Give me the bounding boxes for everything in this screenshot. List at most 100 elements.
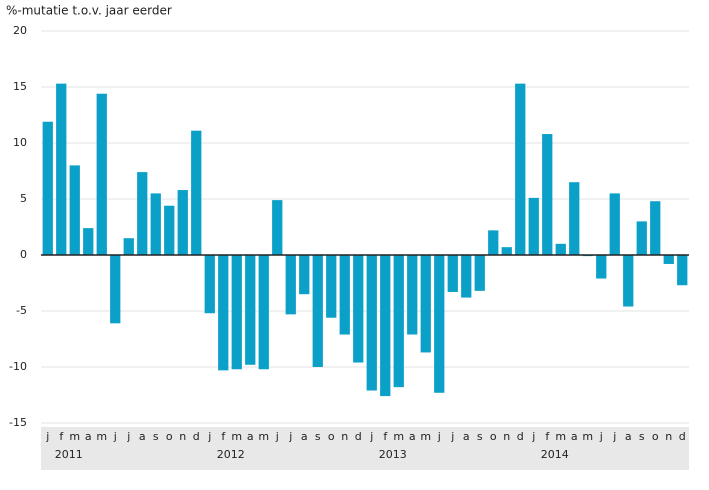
x-tick-label: a — [301, 430, 308, 443]
bar — [488, 230, 499, 255]
x-tick-label: d — [517, 430, 524, 443]
bar — [299, 255, 310, 295]
x-tick-label: a — [625, 430, 632, 443]
x-tick-label: j — [45, 430, 49, 443]
bar — [83, 228, 94, 255]
bar — [542, 134, 553, 255]
x-tick-label: j — [599, 430, 603, 443]
bar — [150, 193, 161, 255]
bar — [461, 255, 472, 298]
x-tick-label: m — [258, 430, 269, 443]
x-tick-label: j — [288, 430, 292, 443]
bar — [366, 255, 377, 391]
year-label: 2014 — [541, 448, 569, 461]
x-tick-label: o — [490, 430, 497, 443]
bar — [177, 190, 188, 255]
bar — [474, 255, 485, 291]
x-tick-label: n — [665, 430, 672, 443]
y-tick-label: 15 — [13, 80, 27, 93]
bar — [164, 205, 175, 255]
x-tick-label: f — [383, 430, 388, 443]
bar — [569, 182, 580, 255]
x-tick-label: s — [477, 430, 483, 443]
x-tick-label: j — [113, 430, 117, 443]
x-tick-label: m — [96, 430, 107, 443]
bar — [555, 243, 566, 255]
bar — [636, 221, 647, 255]
bar — [137, 172, 148, 255]
x-tick-label: d — [193, 430, 200, 443]
x-tick-label: a — [463, 430, 470, 443]
bar — [650, 201, 661, 255]
x-tick-label: j — [450, 430, 454, 443]
y-tick-label: -15 — [9, 416, 27, 429]
bar — [339, 255, 350, 335]
x-tick-label: a — [139, 430, 146, 443]
y-axis-label: %-mutatie t.o.v. jaar eerder — [6, 4, 172, 18]
bar — [663, 255, 674, 264]
bar — [258, 255, 269, 370]
x-tick-label: m — [231, 430, 242, 443]
x-tick-label: m — [393, 430, 404, 443]
x-tick-label: j — [275, 430, 279, 443]
bar — [272, 200, 283, 255]
x-tick-label: d — [679, 430, 686, 443]
bar — [191, 130, 202, 255]
x-tick-label: f — [221, 430, 226, 443]
x-tick-label: j — [369, 430, 373, 443]
bar — [123, 238, 134, 255]
year-label: 2013 — [379, 448, 407, 461]
x-tick-label: s — [153, 430, 159, 443]
bar — [596, 255, 607, 279]
x-tick-label: o — [166, 430, 173, 443]
x-tick-label: s — [639, 430, 645, 443]
y-tick-label: 0 — [20, 248, 27, 261]
bar — [231, 255, 242, 370]
year-label: 2012 — [217, 448, 245, 461]
y-tick-label: -5 — [16, 304, 27, 317]
x-tick-label: o — [652, 430, 659, 443]
bar — [110, 255, 121, 324]
x-tick-label: m — [69, 430, 80, 443]
bar — [56, 83, 67, 255]
y-tick-label: -10 — [9, 360, 27, 373]
bar — [218, 255, 229, 371]
bar — [501, 247, 512, 255]
x-tick-label: j — [207, 430, 211, 443]
x-tick-label: n — [341, 430, 348, 443]
year-label: 2011 — [55, 448, 83, 461]
x-tick-label: f — [545, 430, 550, 443]
bar — [42, 121, 53, 255]
x-tick-label: j — [531, 430, 535, 443]
x-tick-label: n — [503, 430, 510, 443]
x-tick-label: j — [437, 430, 441, 443]
bar — [285, 255, 296, 315]
bar — [245, 255, 256, 365]
x-tick-label: j — [126, 430, 130, 443]
x-tick-label: m — [555, 430, 566, 443]
x-tick-label: a — [247, 430, 254, 443]
bar — [528, 197, 539, 255]
x-tick-label: n — [179, 430, 186, 443]
x-tick-label: m — [420, 430, 431, 443]
bar — [69, 165, 80, 255]
bar — [420, 255, 431, 353]
x-tick-label: a — [409, 430, 416, 443]
bar — [407, 255, 418, 335]
x-tick-label: j — [612, 430, 616, 443]
x-axis-band — [41, 427, 689, 470]
x-tick-label: f — [59, 430, 64, 443]
bar — [312, 255, 323, 367]
bar — [434, 255, 445, 393]
y-tick-label: 5 — [20, 192, 27, 205]
x-tick-label: a — [571, 430, 578, 443]
bar — [393, 255, 404, 388]
y-tick-label: 10 — [13, 136, 27, 149]
x-tick-label: s — [315, 430, 321, 443]
bar — [677, 255, 688, 286]
bar — [380, 255, 391, 397]
x-tick-label: o — [328, 430, 335, 443]
bar — [96, 93, 107, 255]
bar — [326, 255, 337, 318]
x-tick-label: m — [582, 430, 593, 443]
